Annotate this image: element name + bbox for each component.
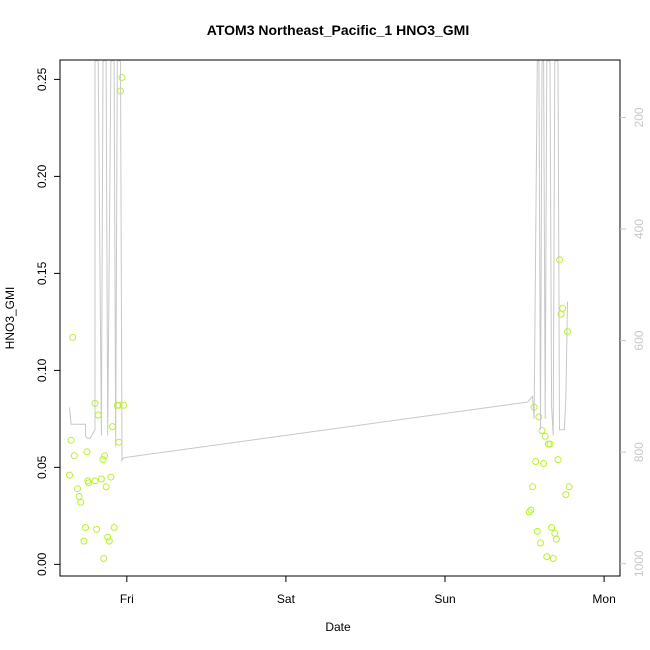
chart-title: ATOM3 Northeast_Pacific_1 HNO3_GMI (207, 22, 469, 38)
data-point (565, 483, 573, 491)
data-point (115, 438, 123, 446)
y-tick-label: 0.10 (35, 358, 49, 382)
data-point (562, 491, 570, 498)
y2-tick-label: 400 (632, 219, 646, 239)
data-point (556, 256, 563, 264)
data-point (118, 74, 126, 81)
y-tick-label: 0.25 (35, 67, 49, 91)
data-point (70, 452, 78, 460)
data-point (110, 524, 118, 531)
data-point (532, 458, 540, 465)
y2-tick-label: 800 (632, 442, 646, 462)
data-point (94, 411, 102, 419)
data-point (533, 527, 541, 535)
data-point (77, 498, 85, 506)
x-axis-label: Date (325, 620, 351, 634)
data-point (537, 539, 544, 547)
x-tick-label: Sun (434, 592, 455, 606)
data-point (69, 333, 77, 341)
data-point (99, 456, 107, 464)
y-tick-label: 0.20 (35, 164, 49, 188)
data-point (540, 460, 548, 467)
data-point (101, 452, 108, 460)
data-point (552, 535, 560, 543)
data-point (75, 493, 83, 500)
plot-area (66, 60, 573, 562)
data-point (104, 533, 112, 541)
data-point (543, 553, 551, 561)
data-point (538, 427, 546, 434)
secondary-y-axis: 200 400 600 800 1000 (620, 107, 646, 577)
x-tick-label: Sat (277, 592, 296, 606)
x-axis: Fri Sat Sun Mon (120, 576, 616, 606)
data-point (83, 448, 91, 456)
data-point (97, 475, 105, 483)
data-point (120, 401, 128, 409)
data-point (548, 524, 556, 531)
data-point (541, 432, 549, 440)
y2-tick-label: 1000 (632, 550, 646, 577)
data-point (107, 473, 115, 481)
data-point (105, 537, 113, 545)
data-point (74, 485, 81, 493)
data-point (102, 483, 110, 491)
y2-tick-label: 600 (632, 330, 646, 350)
data-point (67, 436, 75, 444)
data-point (535, 413, 543, 421)
y-tick-label: 0.05 (35, 455, 49, 479)
data-point (109, 423, 116, 431)
data-point (559, 304, 567, 312)
data-point (66, 471, 73, 479)
data-point (100, 555, 108, 562)
data-point (551, 529, 559, 537)
data-point (80, 537, 88, 545)
data-point (546, 440, 554, 448)
data-point (527, 506, 535, 514)
pressure-line (69, 60, 568, 463)
x-tick-label: Mon (592, 592, 615, 606)
data-point (91, 477, 99, 485)
y2-tick-label: 200 (632, 107, 646, 127)
data-point (549, 555, 557, 562)
data-point (525, 508, 533, 516)
y-tick-label: 0.15 (35, 261, 49, 285)
data-point (554, 456, 562, 464)
plot-frame (59, 59, 621, 577)
x-tick-label: Fri (120, 592, 134, 606)
y-axis-label: HNO3_GMI (3, 287, 17, 350)
data-point (85, 479, 93, 487)
data-point (82, 524, 89, 531)
y-tick-label: 0.00 (35, 552, 49, 576)
data-point (529, 483, 536, 491)
y-axis: 0.00 0.05 0.10 0.15 0.20 0.25 (35, 67, 60, 576)
data-point (93, 525, 101, 533)
